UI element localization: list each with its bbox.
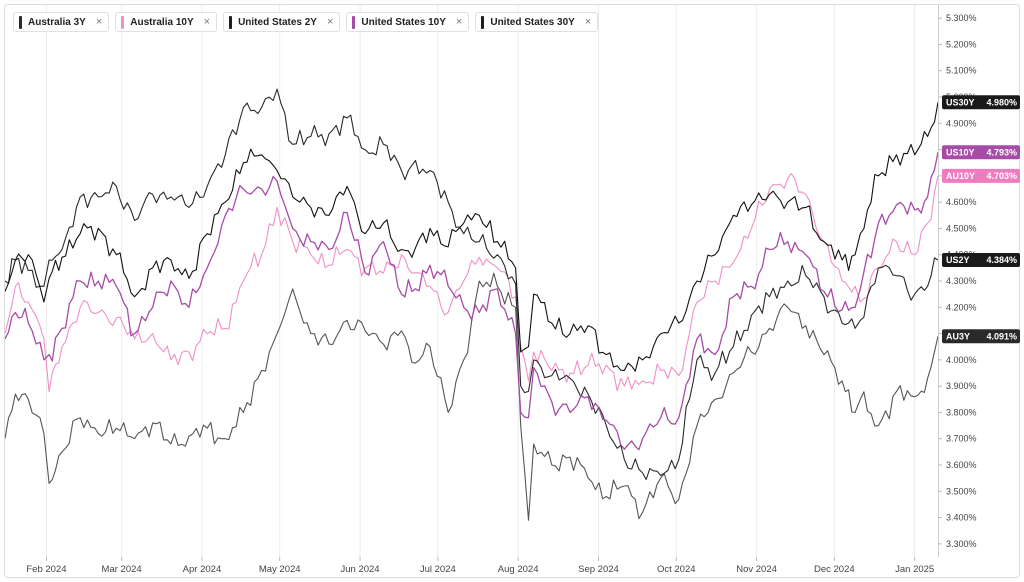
- line-chart[interactable]: 3.300% 3.400% 3.500% 3.600% 3.700% 3.800% 3.90…: [5, 5, 1021, 579]
- y-axis-ticks: 3.300% 3.400% 3.500% 3.600% 3.700% 3.800% 3.90…: [938, 13, 977, 549]
- tag-value: 4.980%: [986, 97, 1017, 107]
- y-tick-label: 4.300%: [946, 276, 977, 286]
- legend-swatch: [121, 15, 125, 29]
- tag-series-label: US2Y: [946, 255, 970, 265]
- series-line-au3y[interactable]: [5, 272, 939, 521]
- legend-label: United States 2Y: [238, 16, 317, 28]
- x-tick-label: Aug 2024: [498, 564, 539, 575]
- x-tick-label: Feb 2024: [26, 564, 66, 575]
- legend-label: United States 10Y: [361, 16, 446, 28]
- last-value-tag-us10y: US10Y 4.793%: [942, 145, 1020, 160]
- y-tick-label: 4.900%: [946, 118, 977, 128]
- tag-series-label: AU10Y: [946, 171, 975, 181]
- tag-series-label: US10Y: [946, 147, 975, 157]
- legend-item-1[interactable]: Australia 10Y ×: [115, 12, 218, 32]
- legend-label: United States 30Y: [490, 16, 575, 28]
- x-tick-label: Nov 2024: [736, 564, 777, 575]
- y-tick-label: 3.400%: [946, 513, 977, 523]
- last-value-tag-us30y: US30Y 4.980%: [942, 95, 1020, 110]
- last-value-tag-au10y: AU10Y 4.703%: [942, 168, 1020, 183]
- y-tick-label: 3.600%: [946, 460, 977, 470]
- x-tick-label: Mar 2024: [102, 564, 142, 575]
- tag-series-label: US30Y: [946, 97, 975, 107]
- tag-value: 4.384%: [986, 255, 1017, 265]
- tag-background: [942, 168, 1020, 183]
- x-tick-label: Apr 2024: [183, 564, 222, 575]
- y-tick-label: 5.300%: [946, 13, 977, 23]
- y-tick-label: 4.600%: [946, 197, 977, 207]
- y-tick-label: 4.000%: [946, 355, 977, 365]
- legend-swatch: [19, 15, 22, 29]
- close-icon[interactable]: ×: [95, 16, 103, 28]
- last-value-tag-au3y: AU3Y 4.091%: [942, 329, 1020, 344]
- x-tick-label: Dec 2024: [814, 564, 855, 575]
- y-tick-label: 4.200%: [946, 302, 977, 312]
- close-icon[interactable]: ×: [203, 16, 211, 28]
- y-tick-label: 3.300%: [946, 539, 977, 549]
- grid: [45, 5, 916, 557]
- legend-item-2[interactable]: United States 2Y ×: [223, 12, 341, 32]
- series-line-au10y[interactable]: [5, 172, 939, 392]
- tag-value: 4.703%: [986, 171, 1017, 181]
- y-tick-label: 5.100%: [946, 66, 977, 76]
- last-value-tags: US30Y 4.980% US10Y 4.793% AU10Y 4.703% US2Y 4.3…: [942, 95, 1020, 344]
- close-icon[interactable]: ×: [455, 16, 463, 28]
- y-tick-label: 3.900%: [946, 381, 977, 391]
- legend-swatch: [352, 15, 356, 29]
- tag-background: [942, 252, 1020, 267]
- x-tick-label: Oct 2024: [657, 564, 696, 575]
- tag-background: [942, 95, 1020, 110]
- legend-item-4[interactable]: United States 30Y ×: [475, 12, 599, 32]
- chart-panel: Australia 3Y × Australia 10Y × United States…: [4, 4, 1020, 578]
- last-value-tag-us2y: US2Y 4.384%: [942, 252, 1020, 267]
- close-icon[interactable]: ×: [326, 16, 334, 28]
- legend-label: Australia 10Y: [130, 16, 194, 28]
- series-line-us10y[interactable]: [5, 152, 939, 451]
- tag-value: 4.793%: [986, 147, 1017, 157]
- tag-background: [942, 145, 1020, 160]
- tag-value: 4.091%: [986, 331, 1017, 341]
- y-tick-label: 3.700%: [946, 434, 977, 444]
- series-lines: [5, 88, 939, 521]
- y-tick-label: 5.200%: [946, 39, 977, 49]
- x-tick-label: Jul 2024: [420, 564, 456, 575]
- close-icon[interactable]: ×: [584, 16, 592, 28]
- tag-series-label: AU3Y: [946, 331, 970, 341]
- legend-label: Australia 3Y: [28, 16, 86, 28]
- tag-background: [942, 329, 1020, 344]
- x-tick-label: Sep 2024: [578, 564, 619, 575]
- legend: Australia 3Y × Australia 10Y × United States…: [13, 12, 599, 32]
- legend-item-3[interactable]: United States 10Y ×: [346, 12, 470, 32]
- x-tick-label: May 2024: [259, 564, 301, 575]
- x-tick-label: Jun 2024: [341, 564, 380, 575]
- legend-swatch: [229, 15, 233, 29]
- y-tick-label: 3.500%: [946, 486, 977, 496]
- y-tick-label: 3.800%: [946, 407, 977, 417]
- x-tick-label: Jan 2025: [895, 564, 934, 575]
- series-line-us2y[interactable]: [5, 88, 939, 481]
- y-tick-label: 4.500%: [946, 223, 977, 233]
- legend-swatch: [481, 15, 485, 29]
- series-line-us30y[interactable]: [5, 102, 939, 372]
- x-axis-ticks: Feb 2024 Mar 2024 Apr 2024 May 2024 Jun 2024…: [26, 557, 934, 575]
- legend-item-0[interactable]: Australia 3Y ×: [13, 12, 110, 32]
